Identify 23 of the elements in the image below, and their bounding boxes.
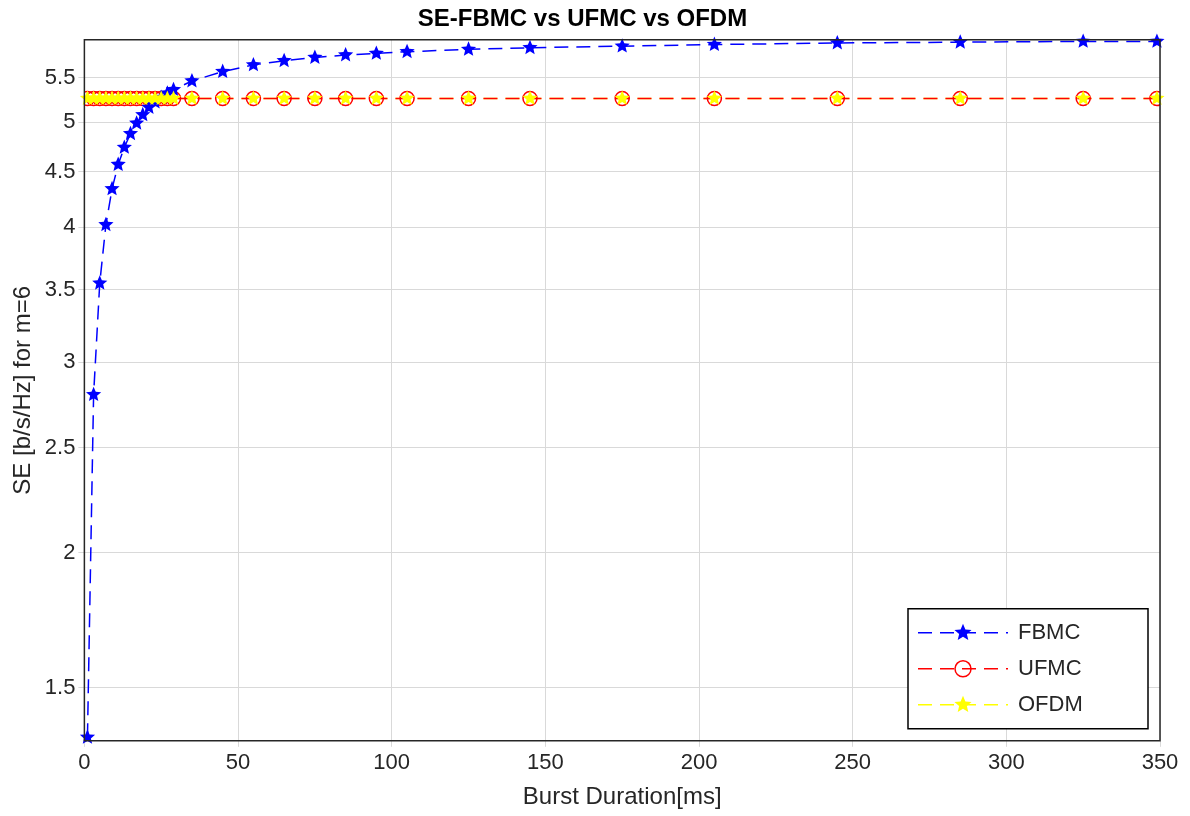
x-tick-label: 50 (225, 749, 251, 775)
x-tick-label: 200 (680, 749, 718, 775)
y-tick-label: 4 (63, 213, 76, 239)
y-tick-label: 3.5 (44, 275, 76, 301)
y-tick-label: 2.5 (44, 433, 76, 459)
x-axis-title: Burst Duration[ms] (522, 782, 722, 810)
x-tick-label: 250 (834, 749, 872, 775)
x-tick-label: 300 (987, 749, 1025, 775)
y-axis-title: SE [b/s/Hz] for m=6 (8, 285, 36, 495)
legend-label: OFDM (1018, 690, 1083, 716)
chart-title: SE-FBMC vs UFMC vs OFDM (417, 4, 748, 32)
y-tick-label: 3 (63, 348, 76, 374)
legend-label: UFMC (1018, 654, 1082, 680)
legend-label: FBMC (1018, 618, 1081, 644)
x-tick-label: 350 (1141, 749, 1179, 775)
y-tick-label: 2 (63, 538, 76, 564)
y-tick-label: 5.5 (44, 63, 76, 89)
x-tick-label: 100 (373, 749, 411, 775)
y-tick-label: 1.5 (44, 673, 76, 699)
x-tick-label: 150 (527, 749, 564, 775)
x-tick-label: 0 (78, 749, 91, 775)
y-tick-label: 5 (63, 108, 76, 134)
y-tick-label: 4.5 (44, 157, 76, 183)
